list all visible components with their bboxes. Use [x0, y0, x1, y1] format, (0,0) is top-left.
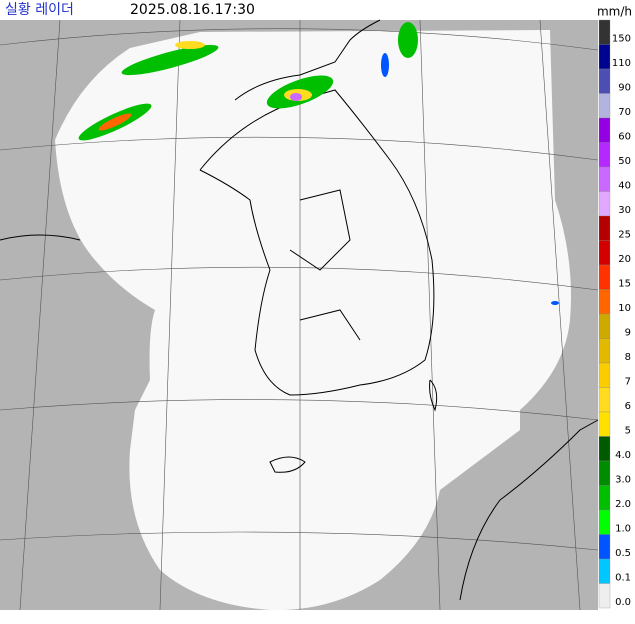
- legend-swatch: [598, 583, 611, 609]
- legend-label: 3.0: [615, 474, 631, 485]
- legend-swatch: [598, 485, 611, 511]
- legend-swatch: [598, 215, 611, 241]
- title: 실황 레이더: [5, 2, 74, 18]
- legend: 150 110 90 70 60 50 40 30 25 20 15 10 9 8 7 6 5 4.0 3.0 2.0…: [598, 19, 631, 609]
- rain-echo: [78, 22, 559, 305]
- legend-label: 90: [618, 82, 631, 93]
- legend-swatch: [598, 338, 611, 364]
- legend-label: 1.0: [615, 523, 631, 534]
- legend-swatch: [598, 166, 611, 192]
- legend-swatch: [598, 117, 611, 143]
- legend-swatch: [598, 142, 611, 168]
- legend-label: 110: [612, 58, 631, 69]
- legend-swatch: [598, 313, 611, 339]
- legend-label: 50: [618, 156, 631, 167]
- legend-label: 6: [625, 401, 631, 412]
- radar-coverage: [55, 30, 571, 611]
- legend-swatch: [598, 534, 611, 560]
- legend-label: 70: [618, 107, 631, 118]
- legend-label: 25: [618, 229, 631, 240]
- legend-swatch: [598, 362, 611, 388]
- unit: mm/h: [597, 5, 632, 19]
- time: 2025.08.16.17:30: [130, 2, 255, 18]
- legend-label: 40: [618, 180, 631, 191]
- legend-label: 20: [618, 254, 631, 265]
- legend-label: 0.1: [615, 572, 631, 583]
- legend-swatch: [598, 264, 611, 290]
- legend-swatch: [598, 460, 611, 486]
- legend-label: 60: [618, 131, 631, 142]
- legend-label: 8: [625, 352, 631, 363]
- legend-label: 4.0: [615, 450, 631, 461]
- legend-swatch: [598, 19, 611, 45]
- legend-label: 0.5: [615, 548, 631, 559]
- legend-swatch: [598, 411, 611, 437]
- legend-label: 15: [618, 278, 631, 289]
- legend-swatch: [598, 509, 611, 535]
- legend-label: 5: [625, 425, 631, 436]
- legend-swatch: [598, 191, 611, 217]
- legend-label: 7: [625, 376, 631, 387]
- legend-swatch: [598, 240, 611, 266]
- legend-swatch: [598, 436, 611, 462]
- legend-label: 30: [618, 205, 631, 216]
- legend-swatch: [598, 387, 611, 413]
- legend-swatch: [598, 93, 611, 119]
- grid: [0, 19, 599, 611]
- legend-label: 9: [625, 327, 631, 338]
- legend-swatch: [598, 558, 611, 584]
- coastline: [0, 19, 599, 601]
- legend-label: 150: [612, 33, 631, 44]
- legend-swatch: [598, 44, 611, 70]
- legend-label: 0.0: [615, 597, 631, 608]
- legend-swatch: [598, 289, 611, 315]
- map: [0, 19, 599, 611]
- legend-label: 10: [618, 303, 631, 314]
- legend-label: 2.0: [615, 499, 631, 510]
- legend-swatch: [598, 68, 611, 94]
